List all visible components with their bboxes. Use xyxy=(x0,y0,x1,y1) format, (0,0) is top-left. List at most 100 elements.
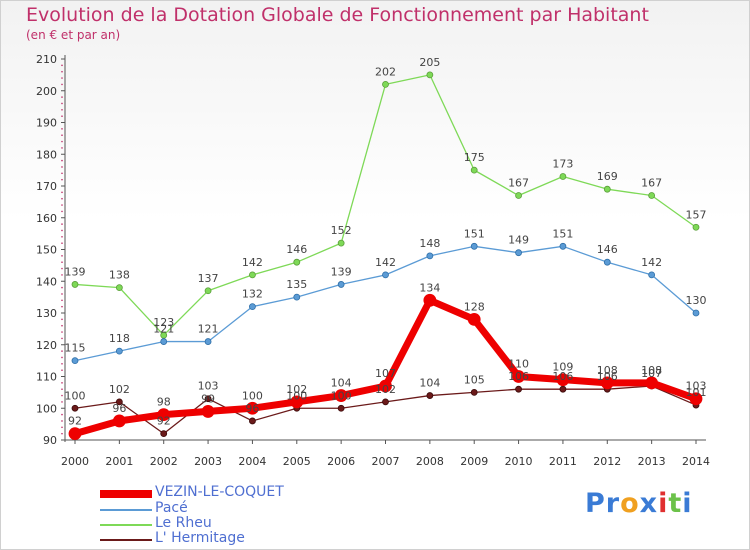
y-tick-label: 120 xyxy=(36,339,57,352)
y-minor-tick xyxy=(61,305,63,308)
data-label-l-hermitage: 102 xyxy=(109,383,130,396)
data-point-l-hermitage xyxy=(559,385,567,393)
data-point-pac xyxy=(71,357,79,365)
data-point-le-rheu xyxy=(249,271,256,279)
data-label-pac: 142 xyxy=(375,256,396,269)
y-minor-tick xyxy=(61,102,63,105)
data-point-l-hermitage xyxy=(204,395,212,403)
data-point-l-hermitage xyxy=(115,398,123,406)
data-point-le-rheu xyxy=(71,281,79,288)
x-tick-label: 2008 xyxy=(416,455,444,468)
x-tick-label: 2013 xyxy=(638,455,666,468)
y-minor-tick xyxy=(61,255,63,257)
data-label-vezin-le-coquet: 99 xyxy=(201,392,215,405)
data-label-l-hermitage: 102 xyxy=(375,383,396,396)
y-minor-tick xyxy=(61,197,63,200)
y-minor-tick xyxy=(61,420,63,422)
x-tick-label: 2004 xyxy=(238,455,266,468)
y-tick-label: 210 xyxy=(36,53,57,66)
data-point-pac xyxy=(515,249,522,257)
data-label-vezin-le-coquet: 110 xyxy=(508,358,529,371)
data-label-le-rheu: 157 xyxy=(686,208,707,221)
data-point-vezin-le-coquet xyxy=(467,312,481,326)
data-label-pac: 146 xyxy=(597,243,618,256)
data-label-le-rheu: 138 xyxy=(109,269,130,282)
data-label-vezin-le-coquet: 98 xyxy=(157,396,171,409)
data-label-le-rheu: 152 xyxy=(331,224,352,237)
data-point-pac xyxy=(293,293,301,301)
y-minor-tick xyxy=(61,337,63,340)
data-point-pac xyxy=(382,271,389,279)
data-point-le-rheu xyxy=(337,239,345,247)
y-minor-tick xyxy=(61,115,63,117)
y-tick-label: 190 xyxy=(36,117,57,130)
data-label-l-hermitage: 103 xyxy=(198,380,219,393)
data-label-pac: 118 xyxy=(109,332,130,345)
data-label-vezin-le-coquet: 104 xyxy=(331,377,352,390)
legend-swatch-pace xyxy=(100,509,152,511)
data-label-vezin-le-coquet: 102 xyxy=(286,383,307,396)
y-minor-tick xyxy=(61,242,63,244)
data-label-vezin-le-coquet: 100 xyxy=(242,389,263,402)
y-tick-label: 160 xyxy=(36,212,57,225)
data-point-pac xyxy=(115,347,123,355)
data-point-pac xyxy=(160,338,168,345)
data-label-le-rheu: 167 xyxy=(641,177,662,190)
y-minor-tick xyxy=(61,236,63,238)
data-label-l-hermitage: 106 xyxy=(552,370,573,383)
data-point-vezin-le-coquet xyxy=(512,370,525,383)
data-label-l-hermitage: 100 xyxy=(286,389,307,402)
y-minor-tick xyxy=(61,413,63,416)
y-minor-tick xyxy=(61,229,63,232)
data-point-le-rheu xyxy=(293,258,301,266)
data-label-le-rheu: 137 xyxy=(198,272,219,285)
legend-swatch-vezin xyxy=(100,490,152,498)
data-point-pac xyxy=(470,242,478,250)
legend-label-pace: Pacé xyxy=(155,500,188,516)
y-minor-tick xyxy=(61,77,63,79)
data-point-le-rheu xyxy=(115,284,123,292)
data-point-l-hermitage xyxy=(426,392,434,399)
y-minor-tick xyxy=(61,388,63,391)
y-tick-label: 150 xyxy=(36,244,57,257)
x-tick-label: 2010 xyxy=(505,455,533,468)
y-minor-tick xyxy=(61,140,63,143)
y-minor-tick xyxy=(61,109,63,111)
data-point-le-rheu xyxy=(692,223,700,231)
data-label-le-rheu: 167 xyxy=(508,177,529,190)
y-minor-tick xyxy=(61,178,63,181)
y-minor-tick xyxy=(61,166,63,168)
y-tick-label: 170 xyxy=(36,180,57,193)
data-label-pac: 149 xyxy=(508,234,529,247)
x-tick-label: 2012 xyxy=(593,455,621,468)
x-tick-label: 2003 xyxy=(194,455,222,468)
legend-label-vezin: VEZIN-LE-COQUET xyxy=(155,484,284,500)
data-point-l-hermitage xyxy=(249,417,256,425)
data-label-pac: 148 xyxy=(419,237,440,250)
data-point-vezin-le-coquet xyxy=(334,389,348,402)
data-label-pac: 135 xyxy=(286,278,307,291)
data-label-pac: 139 xyxy=(331,265,352,278)
data-point-l-hermitage xyxy=(515,385,522,393)
data-point-vezin-le-coquet xyxy=(379,379,392,393)
data-label-le-rheu: 202 xyxy=(375,65,396,78)
y-minor-tick xyxy=(61,223,63,225)
data-label-l-hermitage: 100 xyxy=(331,389,352,402)
data-label-le-rheu: 146 xyxy=(286,243,307,256)
data-point-vezin-le-coquet xyxy=(157,408,171,422)
data-point-le-rheu xyxy=(603,185,611,193)
data-label-l-hermitage: 106 xyxy=(508,370,529,383)
data-point-pac xyxy=(204,338,212,345)
y-minor-tick xyxy=(61,261,63,264)
data-point-l-hermitage xyxy=(71,404,79,412)
y-tick-label: 200 xyxy=(36,85,57,98)
data-label-pac: 132 xyxy=(242,288,263,301)
x-tick-label: 2005 xyxy=(283,455,311,468)
y-minor-tick xyxy=(61,324,63,327)
data-point-vezin-le-coquet xyxy=(645,376,659,390)
data-point-le-rheu xyxy=(515,192,522,199)
data-label-l-hermitage: 105 xyxy=(464,373,485,386)
y-minor-tick xyxy=(61,286,63,289)
data-label-vezin-le-coquet: 109 xyxy=(552,361,573,374)
